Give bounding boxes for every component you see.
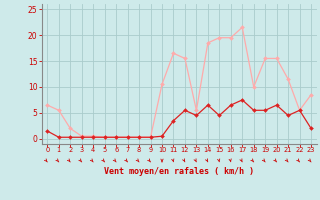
X-axis label: Vent moyen/en rafales ( km/h ): Vent moyen/en rafales ( km/h ) <box>104 167 254 176</box>
